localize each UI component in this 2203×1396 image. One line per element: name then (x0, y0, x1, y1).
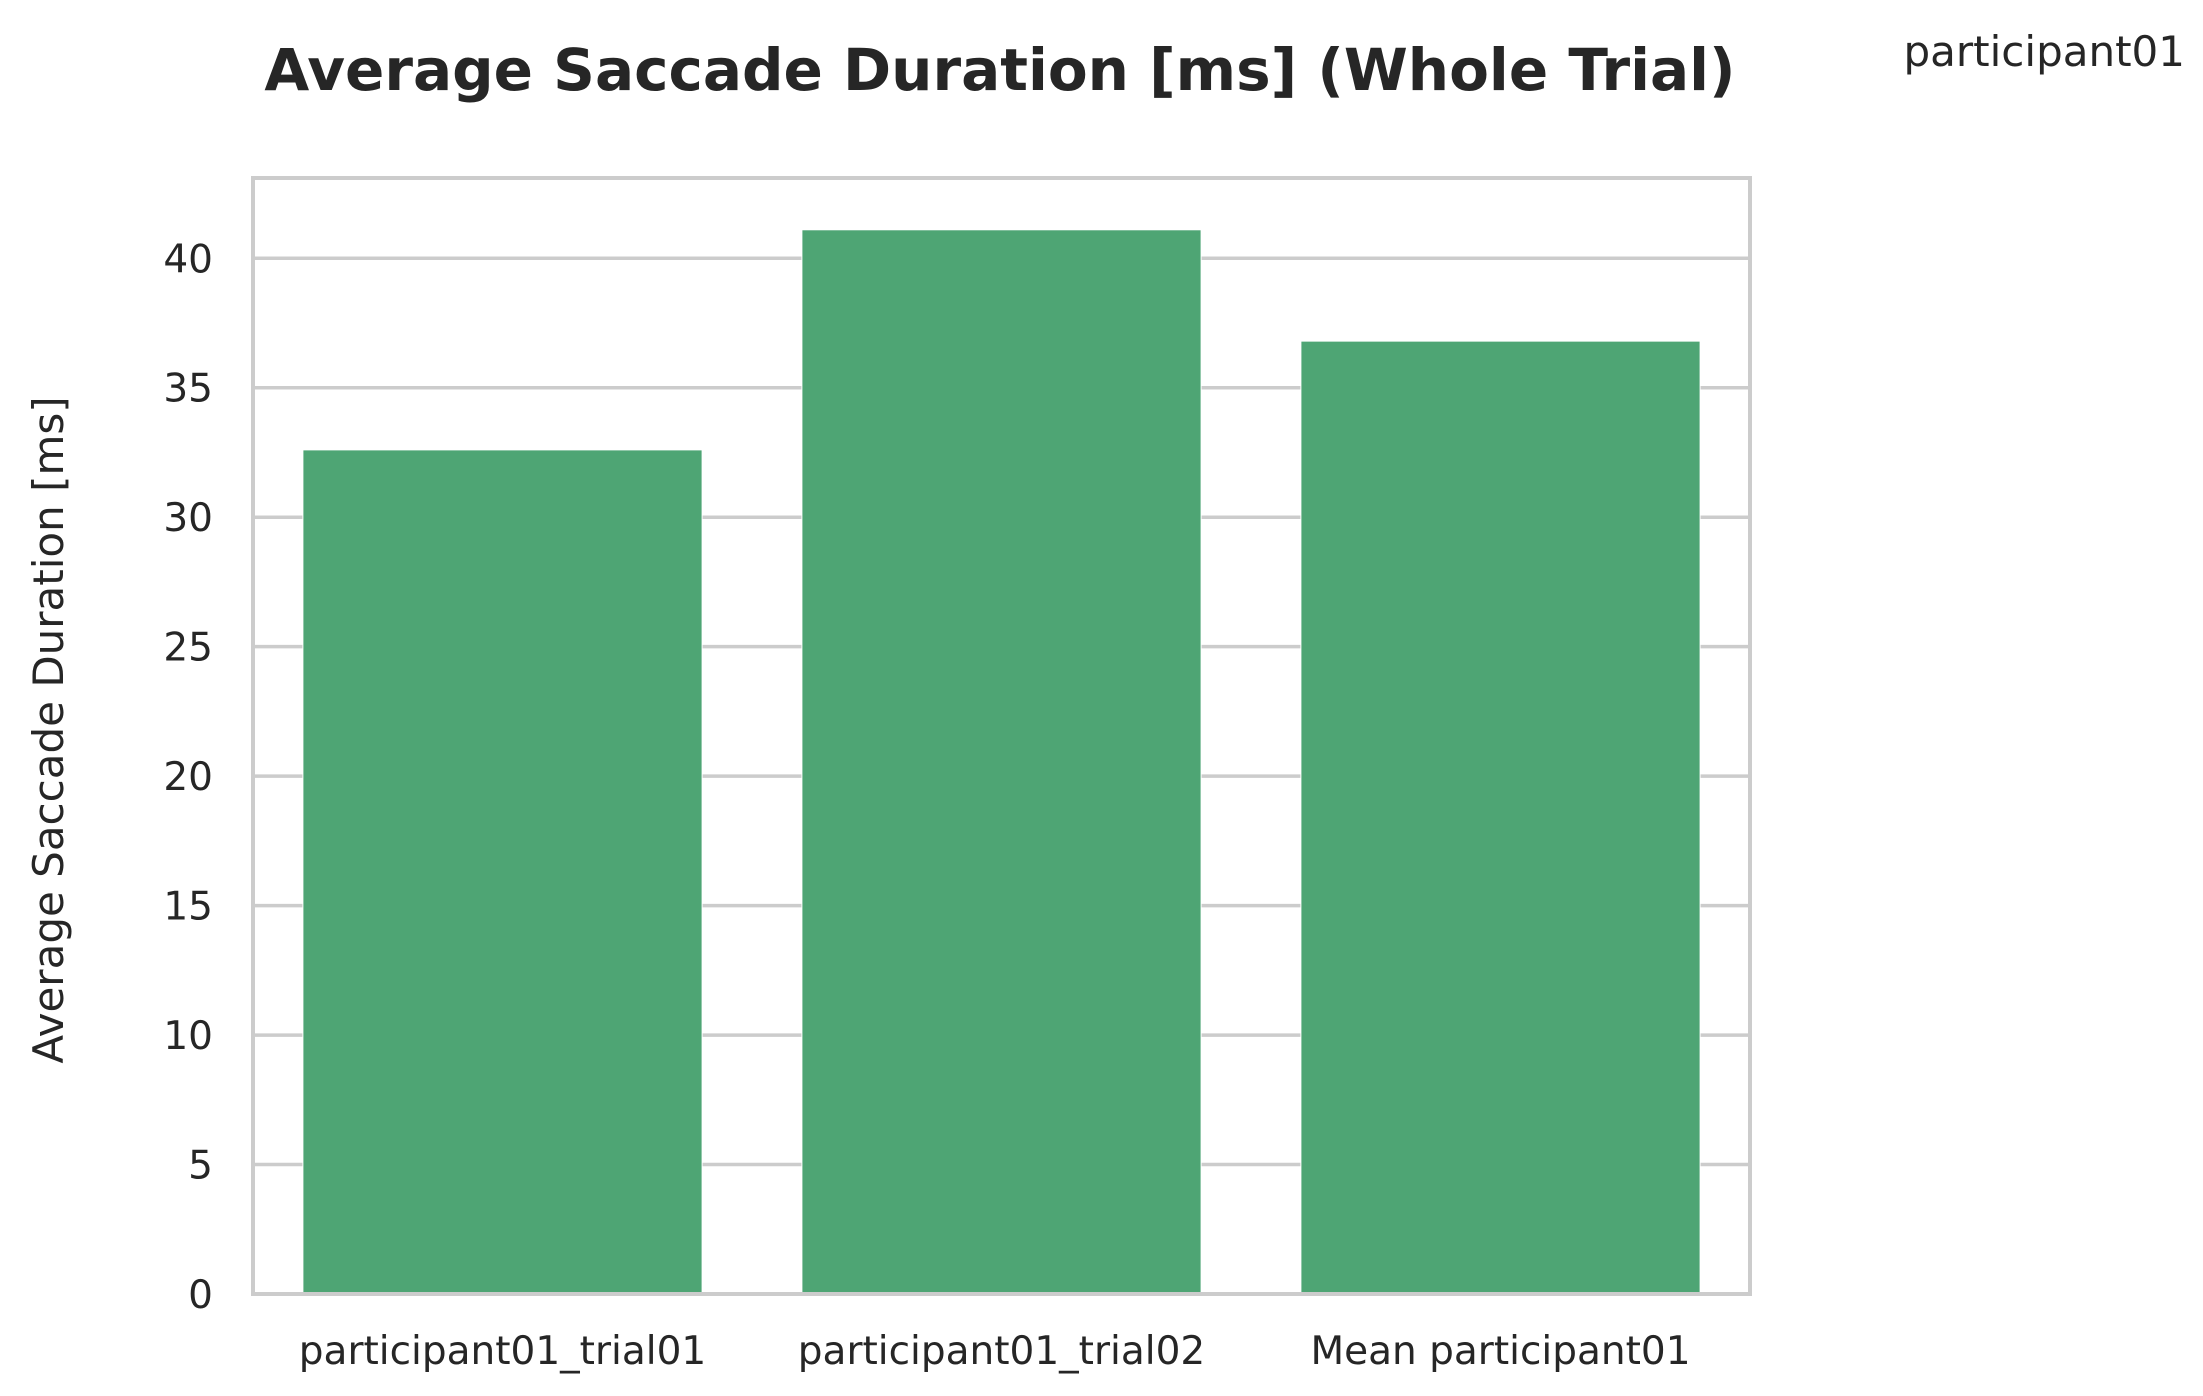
x-tick-label: participant01_trial02 (798, 1329, 1205, 1374)
y-tick-label: 30 (163, 496, 213, 541)
plot-frame (251, 176, 1752, 1296)
bars (302, 229, 1701, 1295)
chart-title: Average Saccade Duration [ms] (Whole Tri… (264, 36, 1735, 104)
y-axis-label: Average Saccade Duration [ms] (24, 396, 73, 1063)
y-tick-label: 15 (163, 885, 213, 930)
y-tick-label: 25 (163, 626, 213, 671)
bar (302, 449, 703, 1295)
y-tick-label: 10 (163, 1014, 213, 1059)
x-tick-label: Mean participant01 (1310, 1329, 1690, 1374)
y-tick-labels: 0 5 10 15 20 25 30 35 40 (163, 237, 213, 1318)
bar (801, 229, 1202, 1295)
legend-label: participant01 (1904, 27, 2186, 76)
y-tick-label: 0 (188, 1273, 213, 1318)
x-tick-label: participant01_trial01 (299, 1329, 706, 1374)
y-tick-label: 35 (163, 367, 213, 412)
bar (1300, 340, 1701, 1295)
y-tick-label: 20 (163, 755, 213, 800)
y-tick-label: 40 (163, 237, 213, 282)
x-tick-labels: participant01_trial01 participant01_trial… (299, 1329, 1691, 1374)
y-tick-label: 5 (188, 1144, 213, 1189)
